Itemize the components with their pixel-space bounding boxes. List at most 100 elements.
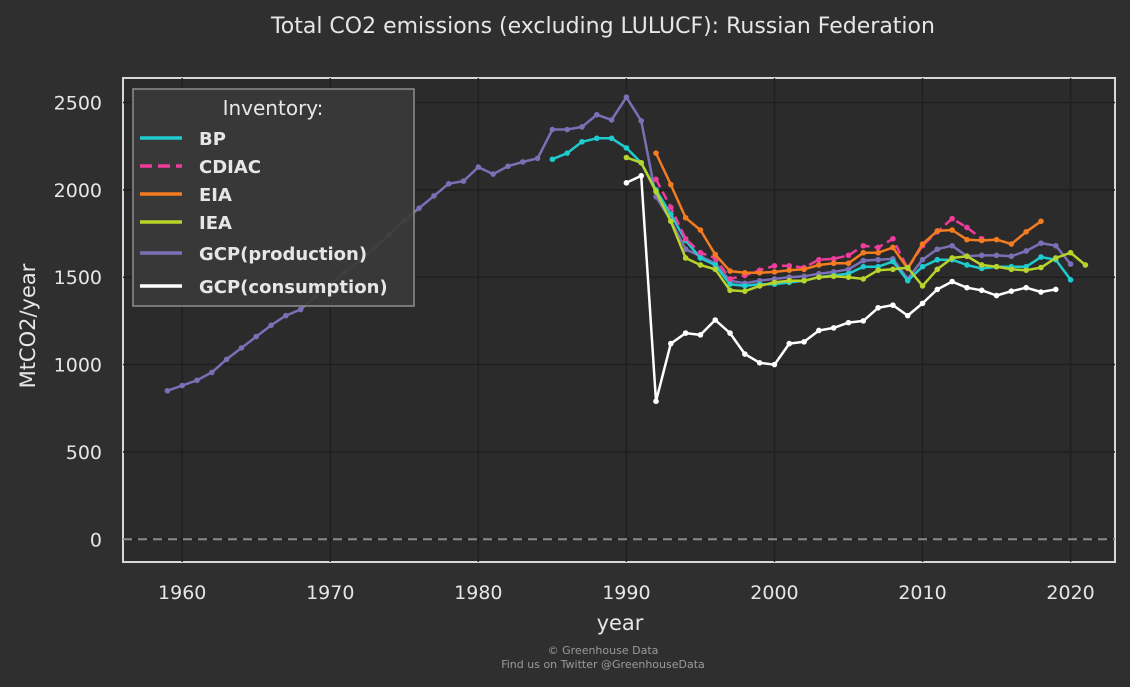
data-point-eia-1993 [668,181,674,188]
data-point-gcp-consumption-2001 [786,340,793,347]
data-point-gcp-production-2011 [934,246,941,253]
legend-label-bp: BP [199,129,226,150]
data-point-bp-2009 [904,277,911,284]
data-point-eia-1994 [682,214,689,221]
x-tick-label-1990: 1990 [602,582,650,604]
data-point-bp-2018 [1038,254,1044,260]
data-point-iea-2012 [949,255,955,261]
data-point-gcp-consumption-2005 [845,319,852,326]
data-point-iea-2011 [934,266,941,273]
data-point-gcp-production-1983 [519,159,526,165]
data-point-gcp-consumption-2003 [816,327,822,334]
data-point-iea-2008 [890,266,896,273]
data-point-iea-1990 [623,154,630,161]
data-point-eia-2018 [1038,218,1044,225]
legend-entries: BP CDIAC EIA IEA GCP(production) GCP(consumpt… [140,129,388,298]
data-point-eia-2010 [919,241,926,247]
legend-label-gcp-consumption: GCP(consumption) [199,277,388,298]
data-point-gcp-production-2010 [919,256,926,263]
data-point-iea-2007 [875,267,881,274]
y-tick-label-0: 0 [90,529,102,551]
data-point-iea-1998 [742,288,748,294]
data-point-eia-2008 [890,244,896,251]
data-point-eia-2015 [993,236,1000,243]
data-point-bp-1987 [579,138,585,145]
data-point-gcp-production-1982 [505,163,511,170]
data-point-cdiac-2007 [875,244,881,251]
y-tick-label-2500: 2500 [54,92,102,114]
data-point-iea-2004 [830,273,837,280]
data-point-gcp-consumption-2006 [860,318,867,324]
data-point-gcp-consumption-2000 [771,361,778,368]
data-point-iea-2003 [816,274,822,280]
data-point-gcp-production-1961 [194,377,200,384]
data-point-gcp-production-2014 [978,252,985,259]
data-point-eia-1996 [712,251,719,258]
data-point-gcp-production-2015 [993,252,1000,259]
data-point-gcp-consumption-2004 [830,325,837,331]
data-point-gcp-consumption-2018 [1038,289,1044,295]
credit-line-2: Find us on Twitter @GreenhouseData [501,658,705,671]
data-point-gcp-consumption-2011 [934,286,941,293]
data-point-iea-1995 [697,262,704,268]
data-point-eia-2003 [816,262,822,268]
legend-entry-cdiac: CDIAC [140,157,261,178]
data-point-gcp-consumption-1998 [742,351,748,357]
data-point-gcp-production-1989 [608,117,615,123]
data-point-cdiac-2004 [830,256,837,262]
x-tick-label-1960: 1960 [158,582,206,604]
data-point-gcp-consumption-2017 [1023,284,1029,291]
data-point-gcp-production-1987 [579,124,585,130]
y-tick-label-2000: 2000 [54,180,102,202]
data-point-eia-2012 [949,227,955,233]
legend-title: Inventory: [223,96,324,120]
data-point-bp-1995 [697,255,704,261]
data-point-cdiac-2006 [860,242,867,249]
data-point-gcp-consumption-2012 [949,278,955,285]
data-point-cdiac-2013 [964,224,970,231]
data-point-gcp-consumption-1993 [668,340,674,347]
data-point-eia-2014 [978,237,985,244]
data-point-eia-2002 [801,266,807,273]
data-point-iea-2014 [978,262,985,268]
data-point-gcp-production-1963 [223,356,230,363]
data-point-bp-2010 [919,263,926,270]
data-point-iea-2000 [771,279,778,286]
data-point-iea-2002 [801,277,807,284]
data-point-cdiac-1997 [727,276,733,282]
data-point-gcp-production-2019 [1052,242,1059,249]
legend-box [132,88,415,307]
data-point-gcp-consumption-2007 [875,304,881,311]
data-point-bp-1996 [712,262,719,268]
data-point-bp-1997 [727,281,733,287]
legend-entry-iea: IEA [140,213,232,234]
data-point-gcp-consumption-1997 [727,330,733,336]
data-point-gcp-consumption-2019 [1052,286,1059,293]
data-point-bp-2006 [860,263,867,270]
data-point-gcp-production-1964 [238,345,245,351]
data-point-iea-1997 [727,287,733,294]
data-point-gcp-production-1994 [682,246,689,253]
data-point-gcp-consumption-1990 [623,180,630,186]
data-point-bp-1989 [608,135,615,142]
data-point-gcp-production-1965 [253,333,260,340]
series-gcp-consumption [623,173,1059,405]
legend-label-cdiac: CDIAC [199,157,261,178]
data-point-eia-2006 [860,249,867,256]
data-point-gcp-production-1968 [297,306,304,313]
data-point-iea-2019 [1052,255,1059,261]
legend-entry-eia: EIA [140,185,232,206]
data-point-gcp-production-2016 [1008,253,1015,260]
data-point-iea-2001 [786,277,793,284]
data-point-eia-2004 [830,260,837,267]
data-point-bp-1998 [742,283,748,289]
data-point-gcp-production-1960 [179,382,186,389]
data-point-iea-1991 [638,159,645,166]
data-point-iea-2015 [993,263,1000,270]
data-point-gcp-production-2018 [1038,240,1044,246]
x-tick-label-2020: 2020 [1046,582,1094,604]
data-point-gcp-production-1988 [593,111,600,118]
data-point-iea-2021 [1082,262,1089,268]
data-point-gcp-production-1962 [209,369,215,376]
